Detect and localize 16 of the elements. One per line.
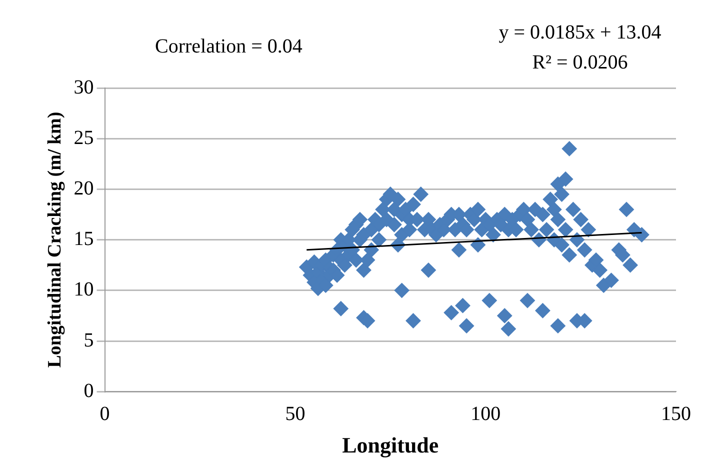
y-tick-label: 30	[74, 76, 94, 98]
y-tick-label: 5	[84, 329, 94, 352]
y-tick-label: 20	[74, 177, 94, 200]
y-axis-title: Longitudinal Cracking (m/ km)	[44, 112, 66, 368]
y-tick-label: 15	[74, 228, 94, 250]
y-tick-label: 10	[74, 278, 94, 301]
y-tick-label: 25	[74, 126, 94, 149]
text: y = 0.0185x + 13.04	[498, 21, 662, 44]
y-tick-label: 0	[84, 380, 94, 402]
x-tick-label: 150	[661, 402, 691, 425]
x-axis-title: Longitude	[342, 432, 439, 458]
x-tick-label: 100	[470, 402, 501, 425]
x-tick-label: 50	[285, 402, 306, 425]
text: R² = 0.0206	[532, 51, 628, 74]
text: Correlation = 0.04	[155, 35, 302, 58]
x-tick-label: 0	[100, 402, 110, 425]
